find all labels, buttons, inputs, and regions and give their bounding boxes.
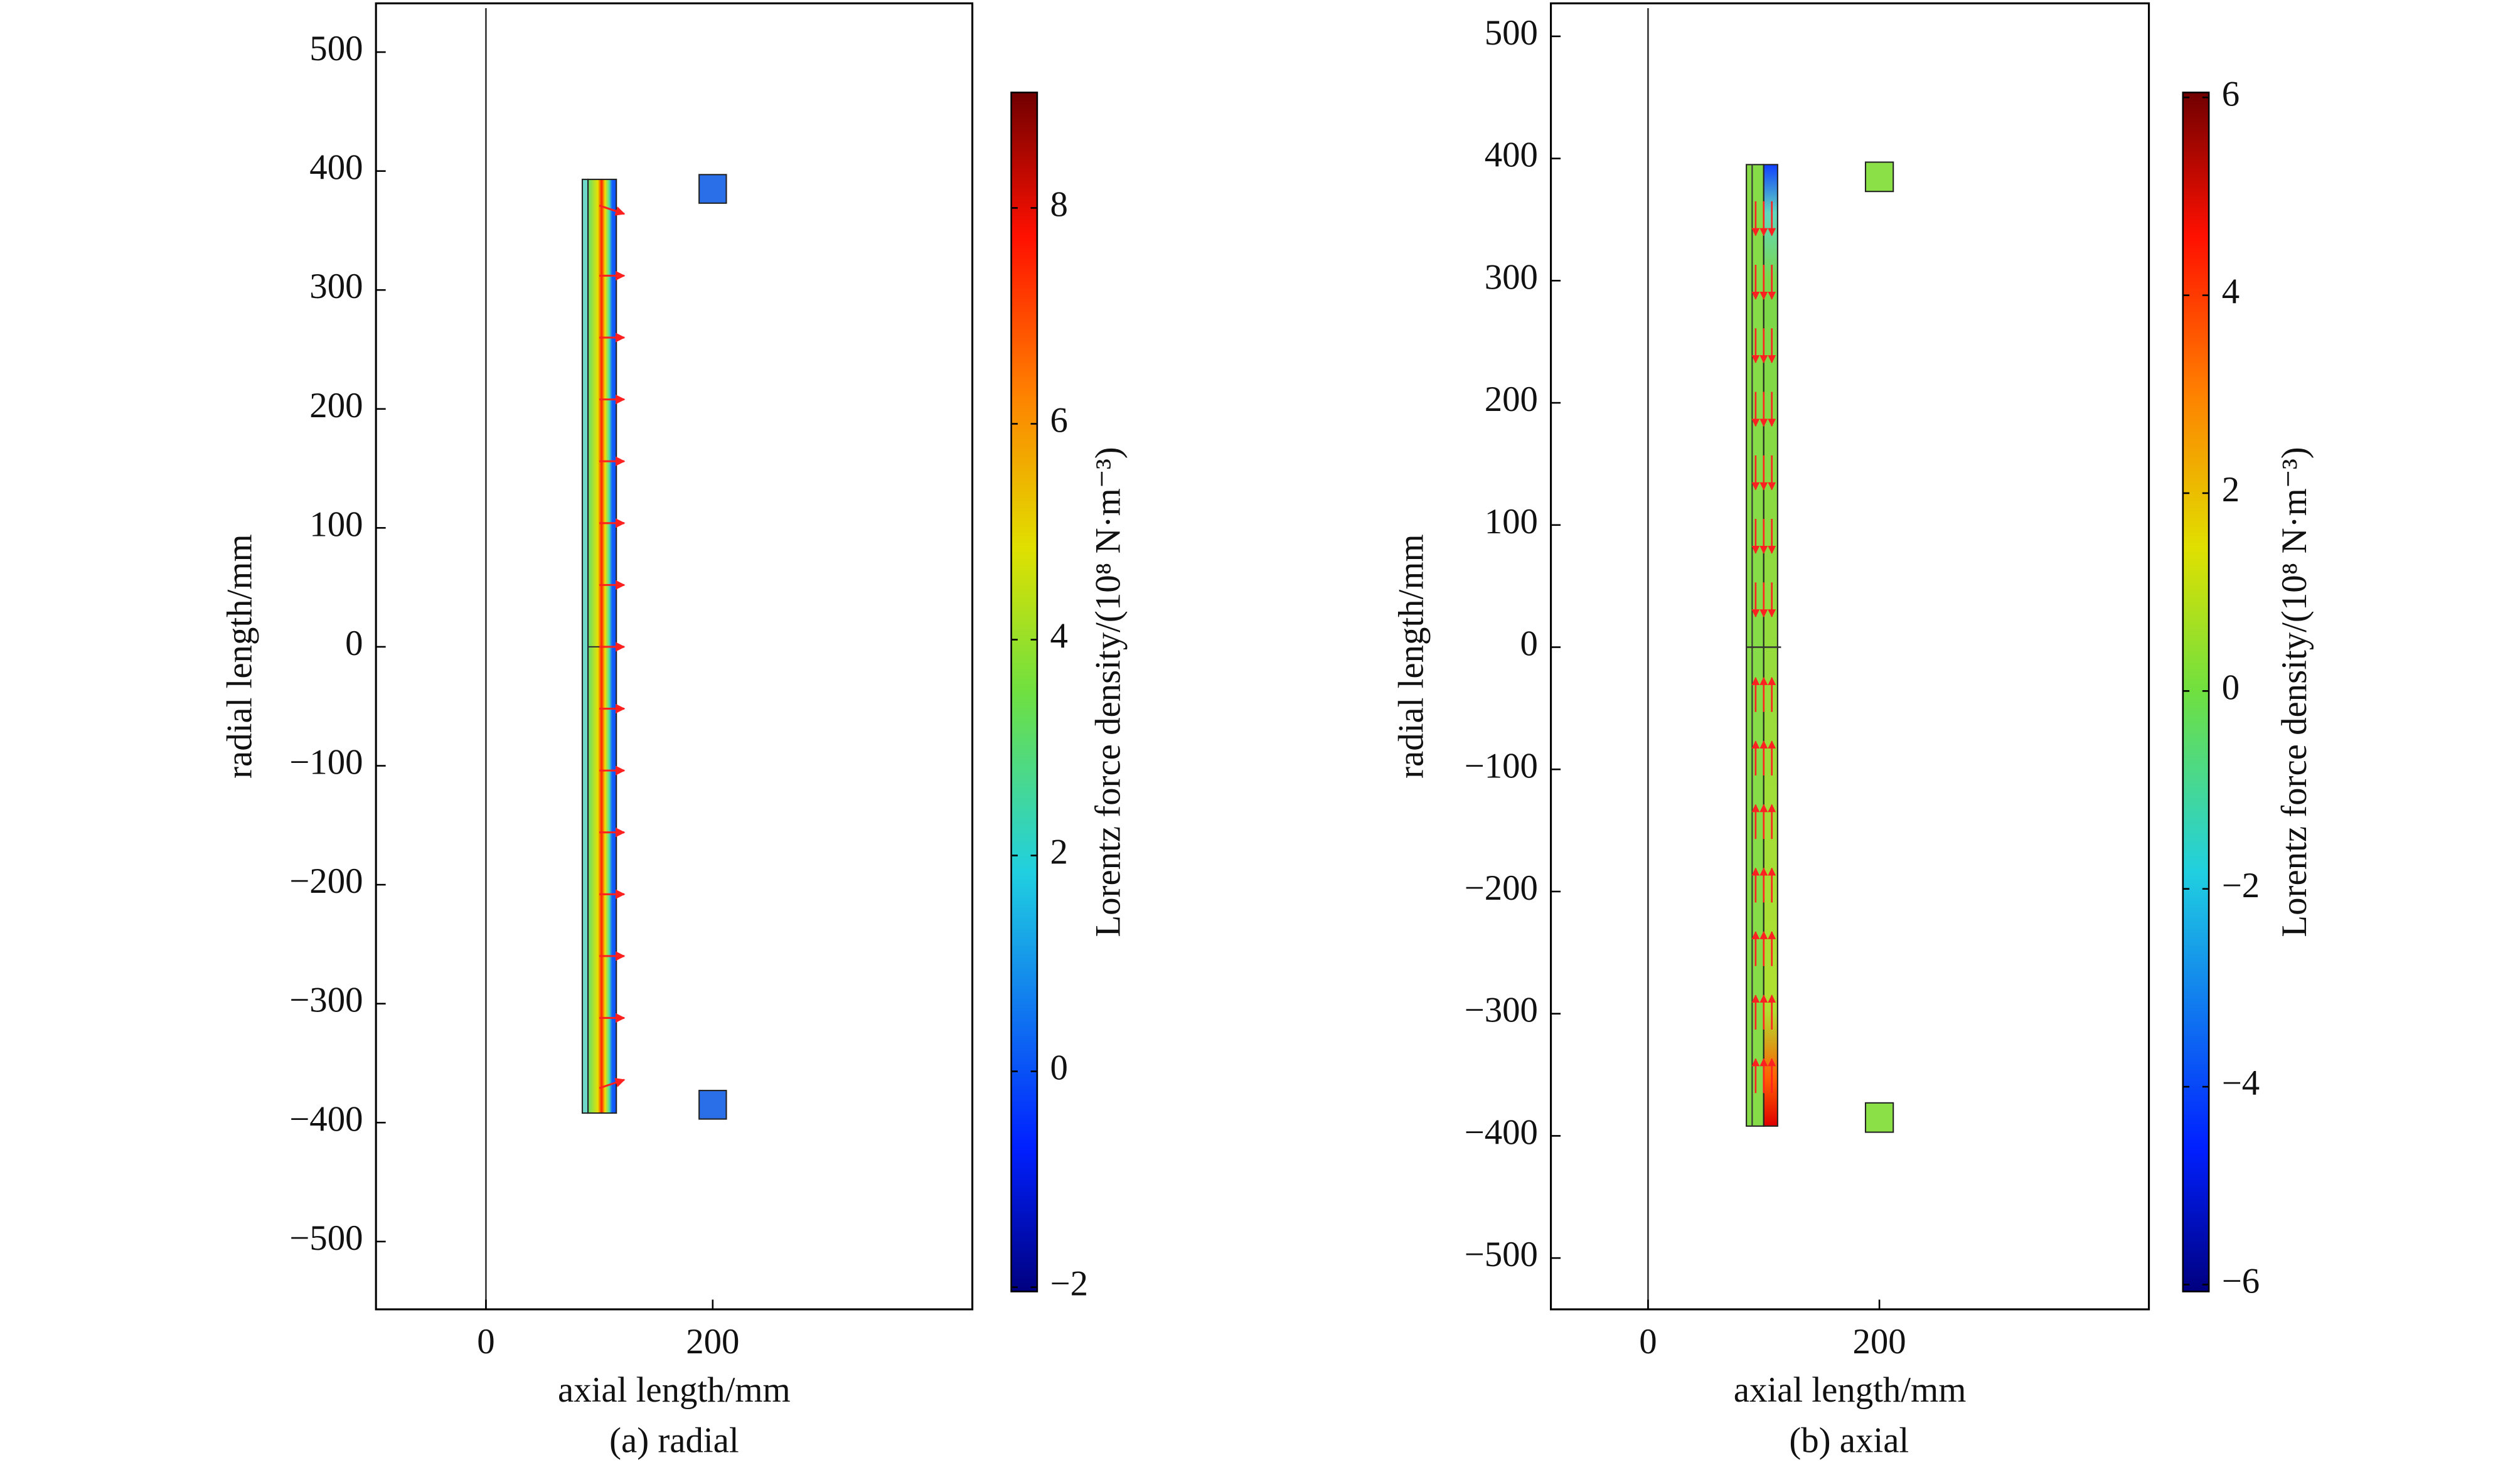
y-tick-label: 100 (309, 504, 363, 544)
colorbar-label: Lorentz force density/(10⁸ N·m⁻³) (2275, 447, 2314, 937)
colorbar-tick-label: 4 (1050, 617, 1068, 656)
x-tick-label: 200 (1852, 1322, 1906, 1361)
coil (1746, 164, 1765, 1127)
caption: (a) radial (609, 1420, 739, 1460)
y-tick-label: 400 (1485, 136, 1538, 175)
conductor (698, 1090, 727, 1120)
plot-frame (1550, 2, 2150, 1311)
colorbar-tick-label: 2 (2222, 470, 2240, 509)
colorbar-tick-label: 6 (1050, 400, 1068, 440)
y-tick-label: 100 (1485, 502, 1538, 541)
plot-frame (375, 2, 974, 1311)
y-tick-label: −200 (1465, 868, 1538, 908)
y-tick-label: −500 (289, 1218, 363, 1258)
conductor (698, 174, 727, 204)
force-arrow (599, 205, 626, 216)
x-axis-label: axial length/mm (558, 1370, 791, 1410)
colorbar-tick-label: −6 (2222, 1262, 2260, 1301)
y-tick-label: −200 (289, 861, 363, 901)
colorbar-tick-label: 0 (2222, 668, 2240, 707)
y-tick-label: 0 (1520, 624, 1538, 664)
colorbar (2182, 92, 2210, 1292)
colorbar-tick-label: 8 (1050, 184, 1068, 224)
y-tick-label: −100 (289, 743, 363, 782)
y-tick-label: −400 (1465, 1112, 1538, 1152)
colorbar (1010, 92, 1038, 1292)
coil-inner (581, 178, 589, 1114)
colorbar-tick-label: 6 (2222, 74, 2240, 114)
x-tick-label: 0 (1639, 1322, 1657, 1361)
y-tick-label: 200 (309, 386, 363, 425)
y-tick-label: 300 (309, 267, 363, 306)
force-arrow (599, 1078, 626, 1089)
y-tick-label: 500 (309, 29, 363, 68)
y-tick-label: 0 (345, 624, 363, 663)
y-tick-label: 300 (1485, 257, 1538, 297)
panel: 0 200 −500 −400 −300 −200 −100 0 100 200 300 400 500… (220, 2, 1128, 1460)
x-axis-label: axial length/mm (1734, 1370, 1967, 1410)
conductor (1864, 1102, 1894, 1133)
y-axis-label: radial length/mm (1392, 534, 1431, 779)
caption: (b) axial (1789, 1420, 1909, 1460)
coil-right (1763, 164, 1778, 1127)
y-tick-label: −300 (289, 981, 363, 1020)
panel: 0 200 −500 −400 −300 −200 −100 0 100 200 300 400 500… (1392, 2, 2314, 1460)
y-tick-label: 400 (309, 148, 363, 188)
y-tick-label: −300 (1465, 991, 1538, 1030)
colorbar-tick-label: 0 (1050, 1048, 1068, 1088)
colorbar-tick-label: 4 (2222, 272, 2240, 312)
y-tick-label: −100 (1465, 746, 1538, 786)
colorbar-tick-label: −2 (1050, 1264, 1088, 1304)
colorbar-label: Lorentz force density/(10⁸ N·m⁻³) (1089, 447, 1128, 937)
y-tick-label: −500 (1465, 1235, 1538, 1274)
y-axis-label: radial length/mm (220, 534, 259, 779)
colorbar-tick-label: −2 (2222, 866, 2260, 905)
colorbar-tick-label: −4 (2222, 1063, 2260, 1103)
conductor (1864, 161, 1894, 193)
x-tick-label: 200 (686, 1322, 739, 1361)
y-tick-label: 200 (1485, 380, 1538, 419)
x-tick-label: 0 (477, 1322, 494, 1361)
colorbar-tick-label: 2 (1050, 833, 1068, 872)
y-tick-label: −400 (289, 1099, 363, 1139)
y-tick-label: 500 (1485, 13, 1538, 53)
